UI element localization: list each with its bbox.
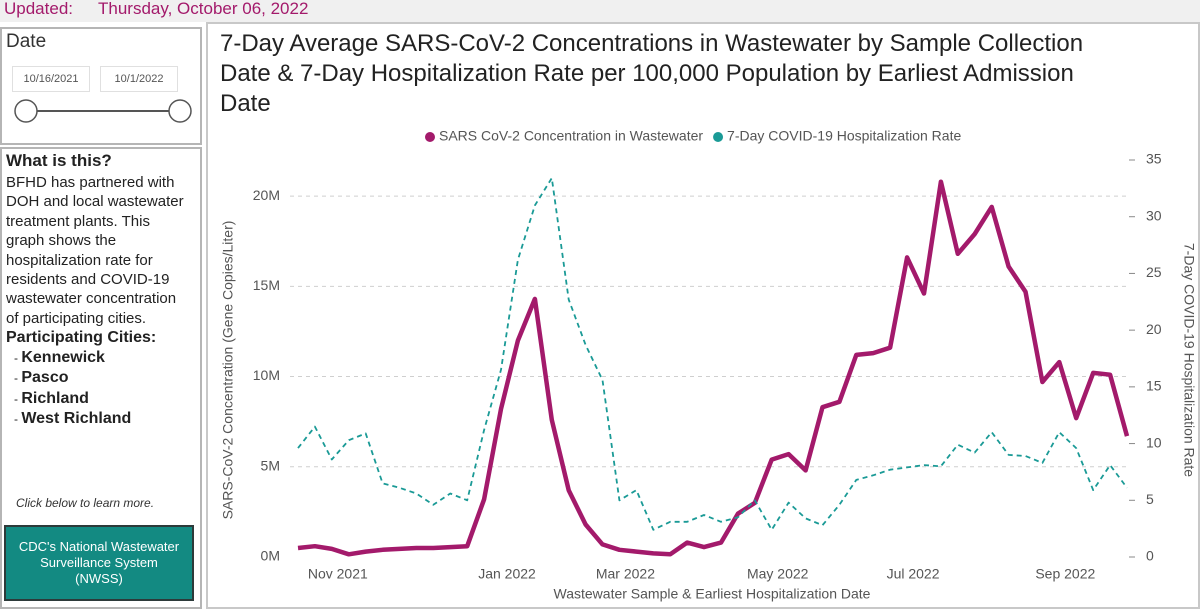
series-line <box>297 179 1130 557</box>
cities-heading: Participating Cities: <box>6 329 157 347</box>
chart-panel <box>206 22 1200 609</box>
legend-label: SARS CoV-2 Concentration in Wastewater <box>439 128 703 144</box>
x-tick-label: Jan 2022 <box>478 566 536 582</box>
x-axis-title: Wastewater Sample & Earliest Hospitaliza… <box>554 586 871 602</box>
chart-title: 7-Day Average SARS-CoV-2 Concentrations … <box>220 30 1084 117</box>
city: Kennewick <box>14 348 196 369</box>
note: Click below to learn more. <box>16 496 155 510</box>
date-filter: Date 10/16/2021 10/1/2022 <box>0 27 202 145</box>
y2-tick-label: 0 <box>1146 548 1154 564</box>
start-date[interactable]: 10/16/2021 <box>12 66 90 92</box>
updated-date: Thursday, October 06, 2022 <box>98 0 309 18</box>
y2-tick-label: 20 <box>1146 321 1162 337</box>
y2-tick-label: 30 <box>1146 207 1162 223</box>
info-body: BFHD has partnered with DOH and local wa… <box>6 174 184 327</box>
updated-label: Updated: <box>4 0 73 18</box>
info-panel: What is this? BFHD has partnered with DO… <box>0 147 202 609</box>
y-tick-label: 15M <box>253 277 280 293</box>
x-tick-label: May 2022 <box>747 566 809 582</box>
top-bar: Updated: Thursday, October 06, 2022 <box>0 0 1200 22</box>
legend-label: 7-Day COVID-19 Hospitalization Rate <box>727 128 961 144</box>
x-tick-label: Mar 2022 <box>596 566 655 582</box>
slider[interactable] <box>2 95 200 135</box>
y2-tick-label: 15 <box>1146 378 1162 394</box>
y-tick-label: 0M <box>261 548 280 564</box>
y-tick-label: 20M <box>253 187 280 203</box>
legend-marker <box>425 132 435 142</box>
y2-tick-label: 25 <box>1146 264 1162 280</box>
info-heading: What is this? <box>6 151 112 170</box>
city: Richland <box>14 389 196 410</box>
nwss-button[interactable]: CDC's National Wastewater Surveillance S… <box>4 525 194 601</box>
city: Pasco <box>14 368 196 389</box>
series-line <box>297 177 1128 531</box>
y2-tick-label: 5 <box>1146 491 1154 507</box>
x-tick-label: Nov 2021 <box>308 566 368 582</box>
legend-marker <box>713 132 724 142</box>
end-date[interactable]: 10/1/2022 <box>100 66 178 92</box>
y-axis-title: SARS-CoV-2 Concentration (Gene Copies/Li… <box>220 221 236 520</box>
date-title: Date <box>6 31 47 52</box>
city: West Richland <box>14 409 196 430</box>
x-tick-label: Jul 2022 <box>887 566 940 582</box>
y2-tick-label: 10 <box>1146 434 1162 450</box>
y-tick-label: 10M <box>253 367 280 383</box>
y2-axis-title: 7-Day COVID-19 Hospitalization Rate <box>1181 243 1197 477</box>
city-list: KennewickPascoRichlandWest Richland <box>6 348 196 430</box>
x-tick-label: Sep 2022 <box>1035 566 1095 582</box>
y2-tick-label: 35 <box>1146 151 1162 167</box>
y-tick-label: 5M <box>261 457 280 473</box>
